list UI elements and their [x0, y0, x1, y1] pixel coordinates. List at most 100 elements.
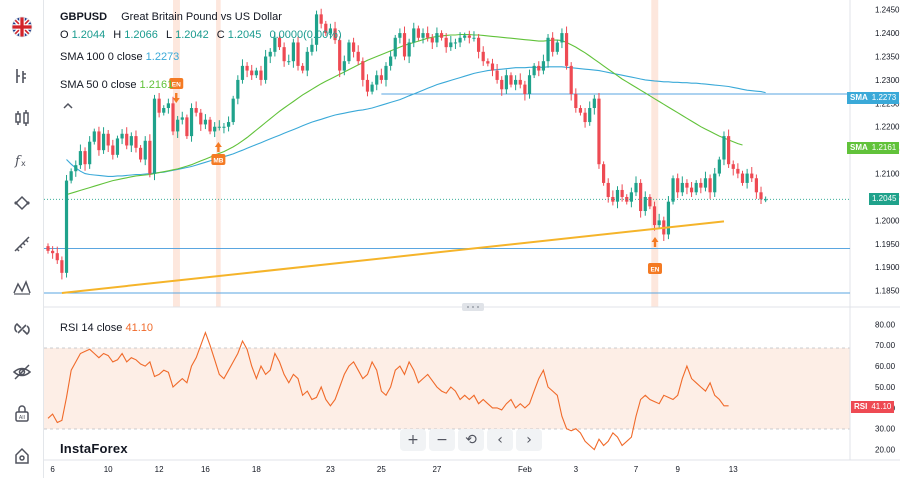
candle-body	[689, 187, 694, 193]
candle-body	[213, 126, 217, 132]
sma50-legend[interactable]: SMA 50 0 close 1.2161	[60, 79, 174, 91]
drawing-tools-button[interactable]	[7, 188, 37, 218]
candle	[444, 33, 448, 53]
uk-flag-icon	[11, 16, 33, 38]
candle	[578, 105, 583, 116]
magnet-button[interactable]	[7, 314, 37, 344]
sma100-legend[interactable]: SMA 100 0 close 1.2273	[60, 51, 180, 63]
ohlc-open: 1.2044	[71, 29, 106, 41]
last-price-axis-tag: 1.2045	[869, 193, 900, 205]
time-tick-label: 6	[50, 465, 55, 474]
candle-body	[115, 138, 120, 155]
price-tick-label: 1.1900	[875, 263, 900, 272]
patterns-button[interactable]	[7, 272, 37, 302]
rsi-tick-label: 60.00	[875, 362, 896, 371]
candle	[676, 173, 680, 198]
candle	[435, 27, 439, 48]
candle	[139, 145, 143, 163]
candle-body	[88, 141, 92, 165]
time-tick-label: 13	[729, 465, 738, 474]
candle	[254, 67, 258, 79]
scroll-right-button[interactable]: ›	[516, 429, 542, 451]
candle	[490, 58, 495, 77]
candle	[518, 73, 522, 89]
collapse-legend-button[interactable]	[60, 99, 76, 113]
candle-body	[97, 131, 101, 151]
indicators-button[interactable]	[7, 103, 37, 133]
candle	[171, 96, 175, 136]
candle	[176, 115, 180, 138]
candle-type-button[interactable]	[7, 61, 37, 91]
magnet-icon	[14, 322, 30, 336]
chart-area[interactable]: 1.24501.24001.23501.23001.22501.22001.21…	[44, 0, 900, 478]
marker-badge	[647, 263, 662, 274]
time-axis[interactable]: 6 10 12 16 18 23 25 27 Feb 3 7 9 13	[50, 465, 738, 474]
candle-body	[365, 79, 370, 92]
time-tick-label: 12	[155, 465, 164, 474]
symbol-flag-button[interactable]	[7, 12, 37, 42]
candle	[486, 58, 490, 67]
candle	[680, 176, 684, 197]
candle-body	[708, 178, 712, 193]
symbol-name[interactable]: GBPUSD	[60, 11, 108, 23]
candle	[583, 108, 587, 128]
candle	[268, 48, 272, 64]
zoom-out-button[interactable]: −	[429, 429, 455, 451]
ohlc-close: 1.2045	[227, 29, 262, 41]
measure-button[interactable]	[7, 229, 37, 259]
candle-body	[342, 61, 346, 71]
candle	[602, 161, 606, 186]
candle-body	[51, 250, 55, 254]
candle	[703, 171, 708, 192]
candle	[564, 26, 569, 70]
candle-body	[657, 220, 661, 226]
candle	[92, 128, 96, 145]
price-tick-label: 1.2300	[875, 76, 900, 85]
candle-body	[69, 171, 73, 181]
brand-logo: InstaForex	[60, 441, 128, 456]
candle	[319, 8, 323, 29]
candle	[115, 135, 120, 158]
candle-body	[83, 151, 87, 165]
marker-label: MB	[213, 158, 223, 165]
price-tick-label: 1.1850	[875, 287, 900, 296]
candle	[217, 120, 221, 131]
trendline[interactable]	[61, 220, 725, 294]
reset-view-button[interactable]: ⟲	[458, 429, 484, 451]
lock-button[interactable]: All	[7, 398, 37, 428]
rsi-legend[interactable]: RSI 14 close 41.10	[60, 322, 153, 334]
candle	[500, 76, 504, 96]
sma100-series	[66, 66, 766, 177]
candle	[560, 28, 564, 49]
candle	[74, 160, 78, 177]
candle	[361, 57, 365, 87]
hide-drawings-button[interactable]	[7, 357, 37, 387]
candle	[78, 144, 83, 169]
candle-body	[481, 51, 485, 62]
candle-body	[495, 70, 499, 80]
candle-body	[514, 79, 518, 85]
zoom-in-button[interactable]: +	[400, 429, 426, 451]
delete-drawings-button[interactable]	[7, 441, 37, 471]
price-tick-label: 1.2450	[875, 6, 900, 15]
symbol-description: Great Britain Pound vs US Dollar	[121, 11, 282, 23]
candle-body	[231, 98, 235, 123]
candle-body	[356, 51, 360, 62]
candle	[231, 95, 235, 125]
candle-body	[532, 65, 536, 76]
candle-body	[476, 37, 481, 52]
candle-body	[347, 42, 351, 62]
trade-marker: MB	[211, 142, 226, 165]
candle	[180, 111, 184, 125]
candle	[606, 178, 610, 203]
candle-body	[754, 178, 758, 193]
candle	[185, 114, 189, 139]
scroll-left-button[interactable]: ‹	[487, 429, 513, 451]
candle-body	[606, 182, 610, 197]
drawing-tools-icon	[14, 195, 30, 211]
candle	[296, 36, 300, 71]
candle	[458, 32, 462, 48]
rsi-tick-label: 80.00	[875, 320, 896, 329]
